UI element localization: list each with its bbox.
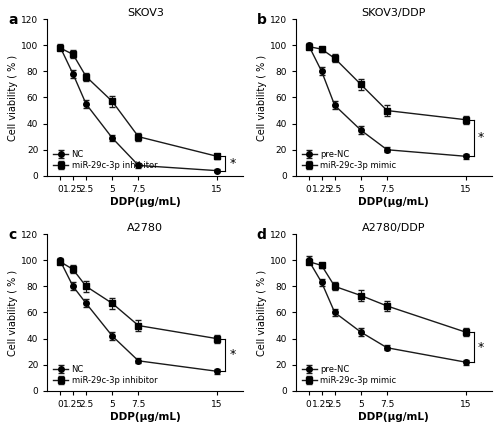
Legend: pre-NC, miR-29c-3p mimic: pre-NC, miR-29c-3p mimic bbox=[300, 148, 398, 172]
X-axis label: DDP(μg/mL): DDP(μg/mL) bbox=[358, 197, 429, 207]
Legend: NC, miR-29c-3p inhibitor: NC, miR-29c-3p inhibitor bbox=[52, 363, 159, 387]
Text: a: a bbox=[8, 13, 18, 27]
Y-axis label: Cell viability ( % ): Cell viability ( % ) bbox=[257, 55, 267, 141]
Title: SKOV3: SKOV3 bbox=[127, 8, 164, 18]
X-axis label: DDP(μg/mL): DDP(μg/mL) bbox=[110, 197, 180, 207]
Text: *: * bbox=[230, 157, 235, 170]
Y-axis label: Cell viability ( % ): Cell viability ( % ) bbox=[8, 270, 18, 356]
X-axis label: DDP(μg/mL): DDP(μg/mL) bbox=[358, 412, 429, 422]
Text: *: * bbox=[478, 132, 484, 144]
Text: *: * bbox=[230, 348, 235, 362]
Text: d: d bbox=[257, 228, 266, 242]
X-axis label: DDP(μg/mL): DDP(μg/mL) bbox=[110, 412, 180, 422]
Y-axis label: Cell viability ( % ): Cell viability ( % ) bbox=[257, 270, 267, 356]
Legend: NC, miR-29c-3p inhibitor: NC, miR-29c-3p inhibitor bbox=[52, 148, 159, 172]
Title: A2780: A2780 bbox=[127, 223, 163, 233]
Text: b: b bbox=[257, 13, 266, 27]
Title: A2780/DDP: A2780/DDP bbox=[362, 223, 426, 233]
Text: *: * bbox=[478, 341, 484, 353]
Title: SKOV3/DDP: SKOV3/DDP bbox=[362, 8, 426, 18]
Y-axis label: Cell viability ( % ): Cell viability ( % ) bbox=[8, 55, 18, 141]
Text: c: c bbox=[8, 228, 16, 242]
Legend: pre-NC, miR-29c-3p mimic: pre-NC, miR-29c-3p mimic bbox=[300, 363, 398, 387]
